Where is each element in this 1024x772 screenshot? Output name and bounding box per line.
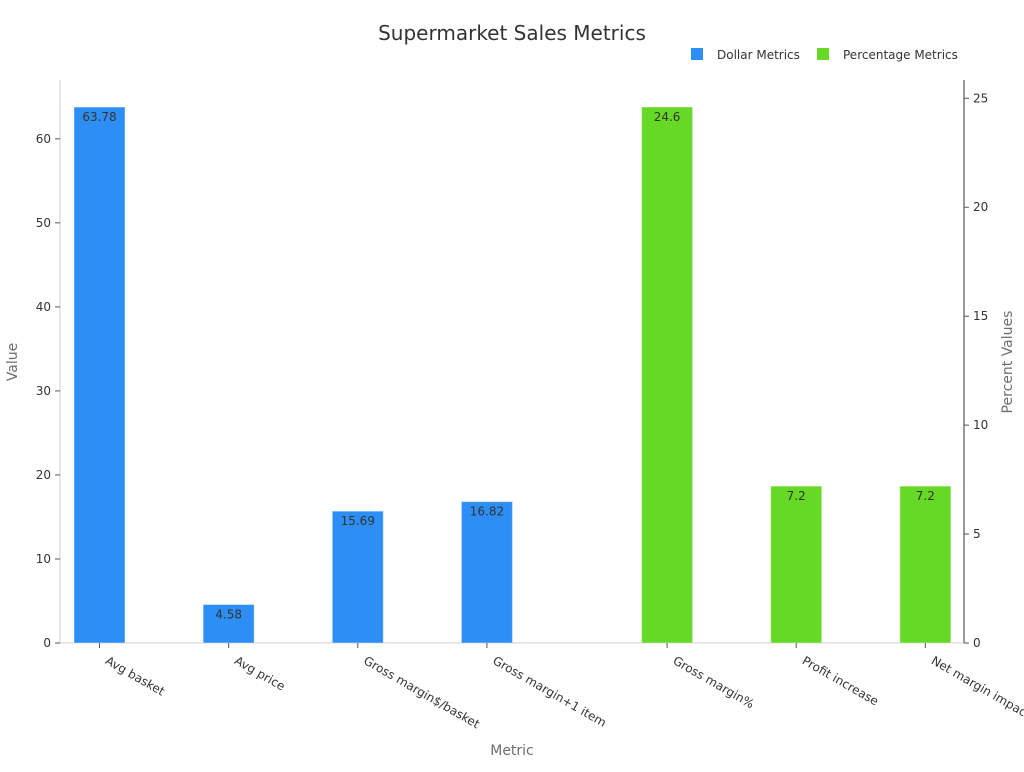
bar-percentage-metrics	[900, 486, 951, 643]
x-tick-label: Avg basket	[103, 653, 167, 698]
y-axis-right-ticks: 0 5 10 15 20 25	[964, 91, 988, 650]
y-tick-label: 60	[36, 132, 51, 146]
bars	[74, 107, 951, 643]
x-axis-title: Metric	[490, 743, 534, 759]
legend-label-dollar: Dollar Metrics	[717, 48, 800, 62]
bar-data-label: 7.2	[916, 489, 935, 503]
y-tick-label: 50	[36, 216, 51, 230]
legend-label-percentage: Percentage Metrics	[843, 48, 958, 62]
bar-data-label: 15.69	[341, 514, 375, 528]
x-tick-label: Gross margin%	[671, 653, 757, 711]
x-tick-label: Gross margin$/basket	[361, 653, 482, 731]
y-tick-label: 0	[43, 636, 51, 650]
bar-dollar-metrics	[74, 107, 125, 643]
bar-percentage-metrics	[771, 486, 822, 643]
bar-data-label: 63.78	[82, 110, 116, 124]
y2-tick-label: 5	[973, 527, 981, 541]
y-tick-label: 10	[36, 552, 51, 566]
y2-tick-label: 20	[973, 200, 988, 214]
legend-swatch-dollar	[691, 48, 703, 60]
y-tick-label: 20	[36, 468, 51, 482]
bar-percentage-metrics	[642, 107, 693, 643]
chart-title: Supermarket Sales Metrics	[378, 21, 646, 45]
y2-tick-label: 0	[973, 636, 981, 650]
y2-axis-title: Percent Values	[1000, 311, 1016, 414]
x-tick-label: Net margin impact	[929, 653, 1024, 721]
bar-data-label: 7.2	[787, 489, 806, 503]
y2-tick-label: 15	[973, 309, 988, 323]
y2-tick-label: 10	[973, 418, 988, 432]
x-tick-label: Profit increase	[800, 653, 881, 708]
y-tick-label: 40	[36, 300, 51, 314]
bar-dollar-metrics	[461, 502, 512, 643]
legend-swatch-percentage	[817, 48, 829, 60]
y2-tick-label: 25	[973, 91, 988, 105]
y-axis-left-ticks: 0 10 20 30 40 50 60	[36, 132, 60, 650]
bar-data-label: 24.6	[654, 110, 681, 124]
y-tick-label: 30	[36, 384, 51, 398]
y-axis-title: Value	[5, 343, 21, 381]
bar-data-label: 4.58	[215, 608, 242, 622]
x-tick-label: Avg price	[232, 653, 287, 693]
bar-dollar-metrics	[332, 511, 383, 643]
legend: Dollar Metrics Percentage Metrics	[691, 48, 958, 62]
bar-data-label: 16.82	[470, 505, 504, 519]
x-tick-label: Gross margin+1 item	[490, 653, 608, 729]
